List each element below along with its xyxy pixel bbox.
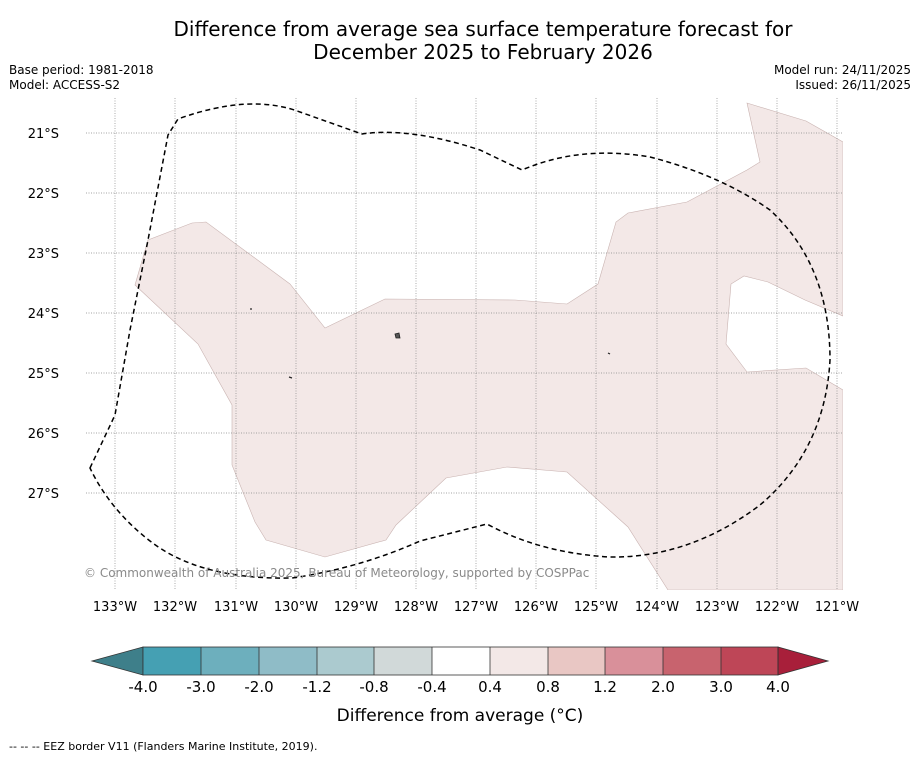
lat-label: 23°S xyxy=(28,247,59,262)
colorbar-segment xyxy=(490,647,548,675)
colorbar-tick: 2.0 xyxy=(651,678,675,696)
colorbar-segment xyxy=(143,647,201,675)
island xyxy=(394,332,401,339)
title-line-1: Difference from average sea surface temp… xyxy=(173,17,793,41)
lon-label: 127°W xyxy=(454,600,498,615)
island xyxy=(288,376,293,379)
lon-label: 131°W xyxy=(214,600,258,615)
colorbar-tick: 3.0 xyxy=(709,678,733,696)
colorbar-segment xyxy=(663,647,721,675)
lon-label: 132°W xyxy=(153,600,197,615)
meta-right: Model run: 24/11/2025 Issued: 26/11/2025 xyxy=(774,63,911,93)
colorbar-dividers xyxy=(200,647,722,675)
lon-label: 122°W xyxy=(755,600,799,615)
model-name: Model: ACCESS-S2 xyxy=(9,78,121,92)
issued-date: Issued: 26/11/2025 xyxy=(795,78,911,92)
lat-labels: 21°S 22°S 23°S 24°S 25°S 26°S 27°S xyxy=(28,127,59,502)
colorbar-segment xyxy=(721,647,778,675)
colorbar-tick: -0.8 xyxy=(359,678,388,696)
island xyxy=(607,352,611,355)
lon-label: 124°W xyxy=(635,600,679,615)
colorbar-over-arrow xyxy=(777,646,830,676)
meta-left: Base period: 1981-2018 Model: ACCESS-S2 xyxy=(9,63,154,93)
colorbar-tick: 4.0 xyxy=(766,678,790,696)
colorbar-segment xyxy=(374,647,432,675)
title-line-2: December 2025 to February 2026 xyxy=(313,40,653,64)
lon-label: 130°W xyxy=(274,600,318,615)
colorbar-tick: -0.4 xyxy=(417,678,446,696)
lat-label: 22°S xyxy=(28,187,59,202)
lat-label: 27°S xyxy=(28,487,59,502)
colorbar-tick: -3.0 xyxy=(186,678,215,696)
colorbar-frame xyxy=(142,646,779,676)
colorbar-segment xyxy=(605,647,663,675)
colorbar: -4.0 -3.0 -2.0 -1.2 -0.8 -0.4 0.4 0.8 1.… xyxy=(90,646,830,726)
colorbar-tick: -2.0 xyxy=(244,678,273,696)
lon-label: 126°W xyxy=(514,600,558,615)
colorbar-segment xyxy=(259,647,317,675)
colorbar-tick: 0.4 xyxy=(478,678,502,696)
colorbar-segment xyxy=(317,647,374,675)
lat-label: 25°S xyxy=(28,367,59,382)
positive-anomaly-region-west xyxy=(134,102,843,590)
copyright-notice: © Commonwealth of Australia 2025, Bureau… xyxy=(84,566,589,580)
colorbar-segment xyxy=(432,647,490,675)
lon-label: 121°W xyxy=(815,600,859,615)
lon-label: 125°W xyxy=(574,600,618,615)
colorbar-segment xyxy=(201,647,259,675)
colorbar-under-arrow xyxy=(90,646,144,676)
eez-border xyxy=(89,103,831,579)
anomaly-layer xyxy=(134,102,843,590)
colorbar-tick: -4.0 xyxy=(128,678,157,696)
chart-title: Difference from average sea surface temp… xyxy=(0,18,919,64)
lon-label: 129°W xyxy=(334,600,378,615)
colorbar-label: Difference from average (°C) xyxy=(337,706,584,726)
lat-label: 24°S xyxy=(28,307,59,322)
colorbar-tick: -1.2 xyxy=(302,678,331,696)
lat-label: 26°S xyxy=(28,427,59,442)
colorbar-tick: 1.2 xyxy=(593,678,617,696)
lon-label: 133°W xyxy=(93,600,137,615)
colorbar-tick: 0.8 xyxy=(536,678,560,696)
islands xyxy=(250,308,611,379)
lon-labels: 133°W 132°W 131°W 130°W 129°W 128°W 127°… xyxy=(93,600,859,615)
model-run: Model run: 24/11/2025 xyxy=(773,63,911,77)
eez-legend-note: -- -- -- EEZ border V11 (Flanders Marine… xyxy=(9,740,318,753)
lat-label: 21°S xyxy=(28,127,59,142)
lon-label: 123°W xyxy=(695,600,739,615)
lon-label: 128°W xyxy=(394,600,438,615)
base-period: Base period: 1981-2018 xyxy=(9,63,154,77)
colorbar-segment xyxy=(548,647,605,675)
gridlines xyxy=(86,98,843,590)
